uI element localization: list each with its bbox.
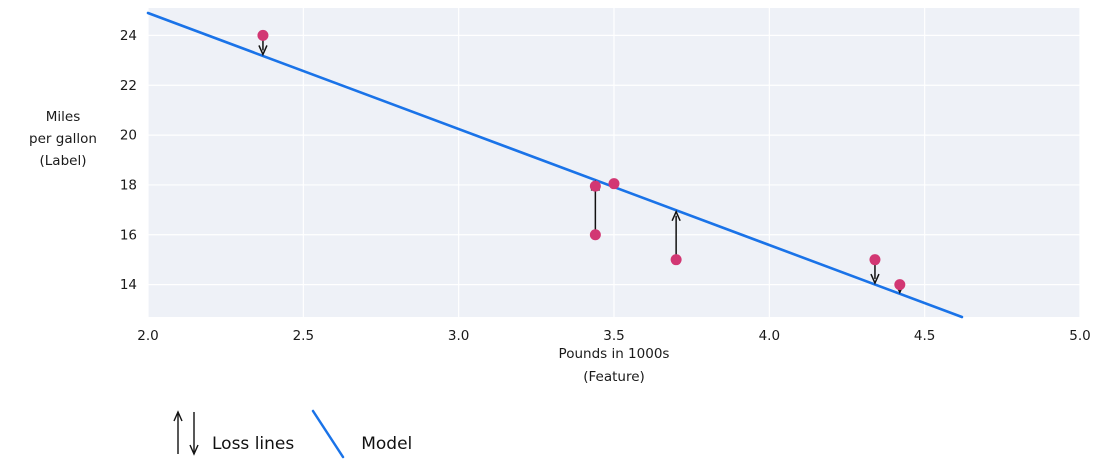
loss-lines-icon <box>173 410 199 456</box>
data-point <box>257 29 269 41</box>
model-line <box>146 11 964 319</box>
y-tick-label: 16 <box>120 227 137 243</box>
data-point <box>869 254 881 266</box>
model-line-icon <box>311 409 345 459</box>
x-tick-label: 2.5 <box>293 328 314 344</box>
loss-arrow-head <box>671 209 681 222</box>
legend: Loss lines Model <box>166 406 412 460</box>
y-tick-label: 24 <box>120 28 137 44</box>
x-tick-label: 4.0 <box>759 328 780 344</box>
data-point <box>670 254 682 266</box>
y-tick-label: 20 <box>120 128 137 144</box>
x-tick-label: 4.5 <box>914 328 935 344</box>
legend-label-loss-lines: Loss lines <box>212 434 295 454</box>
x-axis-label: Pounds in 1000s (Feature) <box>558 346 670 385</box>
y-tick-label: 18 <box>120 177 137 193</box>
x-tick-label: 3.0 <box>448 328 469 344</box>
data-point <box>589 229 601 241</box>
scatter-chart: 2.0 2.5 3.0 3.5 4.0 4.5 5.0 14 16 18 20 22 24 <box>120 8 1091 344</box>
data-point <box>608 178 620 190</box>
data-point <box>894 279 906 291</box>
x-tick-label: 5.0 <box>1069 328 1090 344</box>
loss-arrow-head <box>870 273 880 285</box>
y-axis-label: Miles per gallon (Label) <box>29 109 97 169</box>
y-tick-label: 22 <box>120 78 137 94</box>
y-tick-label: 14 <box>120 277 137 293</box>
loss-arrow-head <box>258 45 268 57</box>
x-tick-label: 2.0 <box>137 328 158 344</box>
legend-label-model: Model <box>361 434 413 454</box>
data-point <box>589 180 601 192</box>
x-tick-label: 3.5 <box>603 328 624 344</box>
